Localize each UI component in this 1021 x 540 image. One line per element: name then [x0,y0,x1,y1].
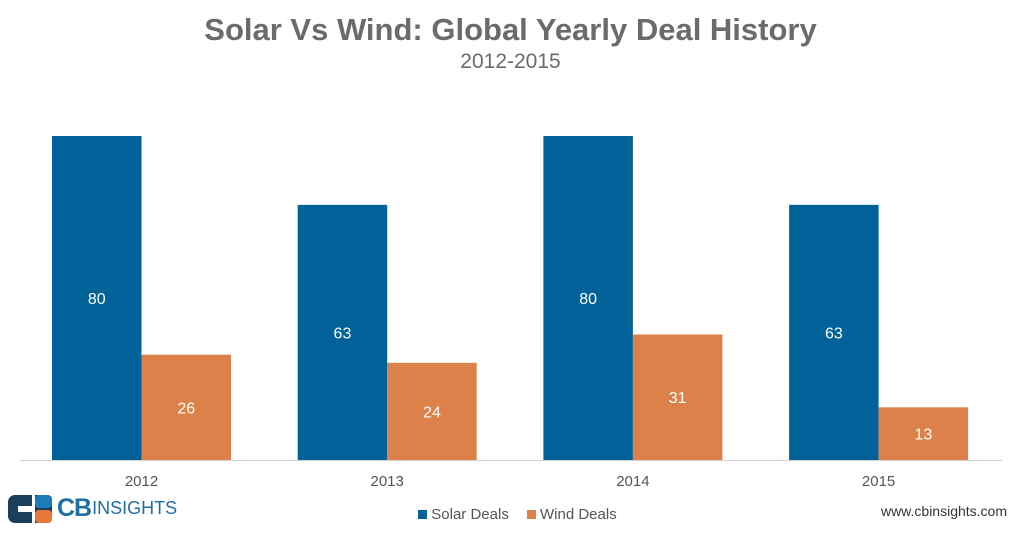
chart-title: Solar Vs Wind: Global Yearly Deal Histor… [204,12,817,47]
bar-solar-2014 [543,136,633,460]
legend-swatch-solar [418,510,428,519]
data-label-wind-2014: 31 [669,390,687,407]
logo-mark-icon [8,494,52,523]
chart-subtitle: 2012-2015 [460,50,561,73]
data-label-solar-2013: 63 [334,325,352,342]
bar-wind-2013 [387,362,477,460]
bar-solar-2015 [789,204,879,460]
legend: Solar Deals Wind Deals [0,506,1021,523]
data-label-wind-2015: 13 [914,427,932,444]
bar-wind-2012 [141,354,231,460]
legend-label-solar: Solar Deals [431,506,509,523]
data-label-wind-2012: 26 [177,400,195,417]
x-tick-label-2013: 2013 [371,473,404,490]
logo-text-insights: INSIGHTS [92,498,178,518]
data-label-solar-2014: 80 [579,291,597,308]
data-label-wind-2013: 24 [423,404,441,421]
cb-insights-logo: CB INSIGHTS [8,494,177,523]
bar-wind-2014 [632,334,723,460]
x-tick-label-2015: 2015 [862,473,895,490]
logo-text-cb: CB [57,494,92,522]
bar-solar-2013 [297,204,388,460]
bar-solar-2012 [52,136,142,460]
legend-label-wind: Wind Deals [540,506,617,523]
legend-swatch-wind [527,510,536,519]
data-label-solar-2015: 63 [825,325,843,342]
source-url: www.cbinsights.com [880,503,1007,519]
bar-wind-2015 [878,407,969,460]
x-tick-label-2014: 2014 [616,473,649,490]
x-tick-label-2012: 2012 [125,473,158,490]
data-label-solar-2012: 80 [88,291,106,308]
